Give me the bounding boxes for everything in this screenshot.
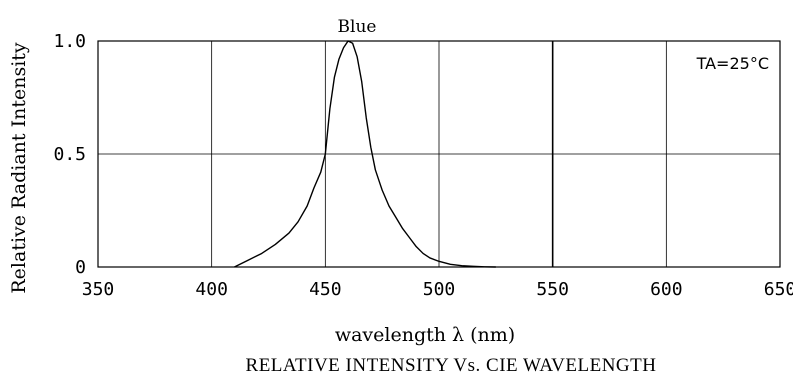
plot-frame [97,40,781,268]
y-tick-label: 1.0 [53,31,86,52]
y-tick-label: 0 [75,257,86,278]
x-axis-ticks: 350 400 450 500 550 600 650 [82,279,793,300]
x-tick-label: 450 [309,279,342,300]
x-tick-label: 600 [650,279,683,300]
chart-title: RELATIVE INTENSITY Vs. CIE WAVELENGTH [246,355,657,376]
y-axis-ticks: 0 0.5 1.0 [53,31,86,278]
series-label-blue: Blue [338,17,377,37]
y-axis-label: Relative Radiant Intensity [8,42,30,294]
temperature-annotation: TA=25°C [696,54,769,73]
x-tick-label: 550 [536,279,569,300]
y-tick-label: 0.5 [53,144,86,165]
x-tick-label: 400 [195,279,228,300]
x-axis-label: wavelength λ (nm) [335,324,515,346]
series-line-blue [234,40,496,268]
x-tick-label: 650 [764,279,793,300]
x-tick-label: 350 [82,279,115,300]
x-tick-label: 500 [423,279,456,300]
grid [98,41,780,267]
